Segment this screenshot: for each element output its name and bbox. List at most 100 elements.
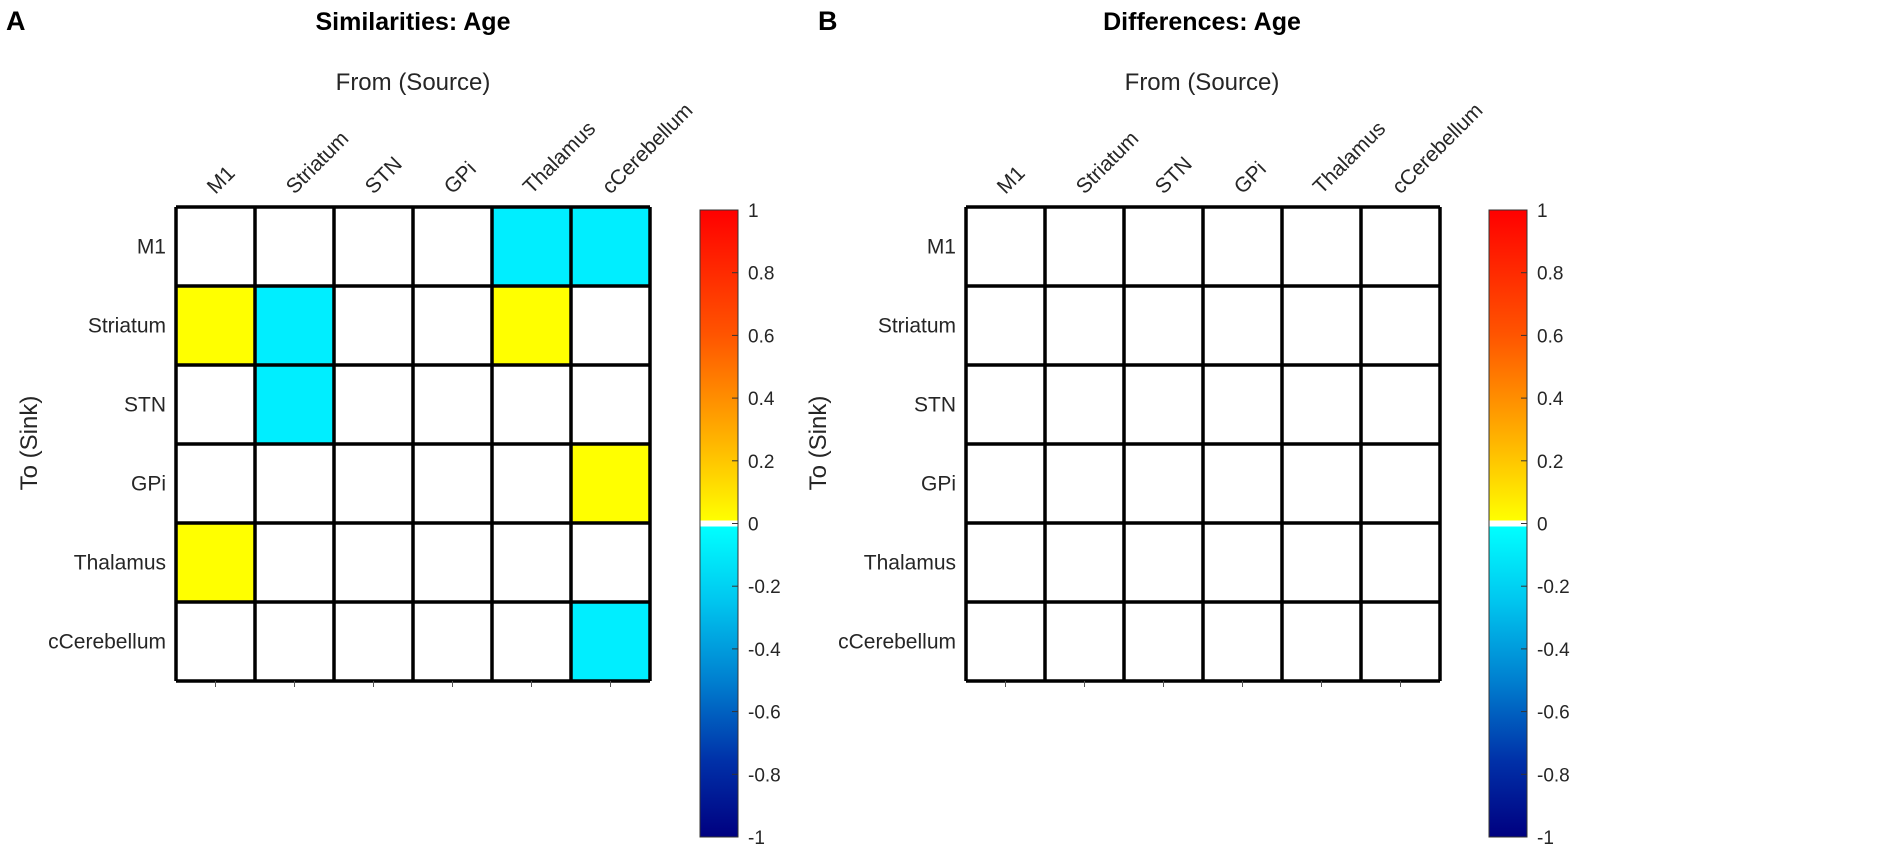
panel-a: A Similarities: Age From (Source) To (Si… — [6, 6, 781, 847]
heatmap-cell — [1124, 365, 1203, 444]
colorbar-tick-label: 0 — [748, 515, 759, 536]
colorbar-tick-label: -0.2 — [1537, 577, 1570, 598]
heatmap-cell — [255, 207, 334, 286]
y-tick-label: GPi — [131, 473, 166, 496]
heatmap-cell — [176, 523, 255, 602]
heatmap-cell — [571, 444, 650, 523]
colorbar-tick-label: 0.8 — [748, 264, 774, 285]
x-tick-label: Striatum — [282, 127, 354, 199]
heatmap-cell — [255, 523, 334, 602]
x-axis-label: From (Source) — [1125, 69, 1280, 96]
heatmap-cell — [176, 444, 255, 523]
heatmap-cell — [571, 365, 650, 444]
colorbar-tick-label: 0.2 — [748, 452, 774, 473]
colorbar-tick-label: -1 — [748, 828, 765, 847]
heatmap-cell — [492, 444, 571, 523]
heatmap-cell — [1203, 602, 1282, 681]
colorbar-gradient — [1488, 209, 1528, 838]
heatmap-cell — [1124, 602, 1203, 681]
heatmap-cell — [492, 286, 571, 365]
colorbar: 1 0.8 0.6 0.4 0.2 0 -0.2 -0.4 -0.6 -0.8 -1 — [1488, 201, 1570, 847]
colorbar-tick-label: 0.4 — [1537, 389, 1564, 410]
heatmap-cell — [1203, 444, 1282, 523]
heatmap-cell — [966, 602, 1045, 681]
heatmap-cell — [255, 365, 334, 444]
colorbar-tick-label: 0.4 — [748, 389, 775, 410]
x-tick-label: M1 — [993, 162, 1030, 199]
y-tick-label: M1 — [927, 236, 956, 259]
y-tick-label: cCerebellum — [838, 631, 956, 654]
heatmap-cells — [966, 207, 1440, 681]
colorbar-tick-label: 1 — [748, 201, 759, 222]
heatmap-cell — [334, 444, 413, 523]
heatmap-cell — [966, 286, 1045, 365]
colorbar-tick-label: 0.2 — [1537, 452, 1563, 473]
heatmap-cell — [1361, 365, 1440, 444]
heatmap-cell — [1124, 444, 1203, 523]
heatmap-cell — [1203, 365, 1282, 444]
heatmap-cell — [1282, 444, 1361, 523]
heatmap-grid — [174, 205, 652, 687]
heatmap-cell — [571, 286, 650, 365]
colorbar-tick-label: 0.6 — [1537, 326, 1563, 347]
heatmap-cell — [255, 286, 334, 365]
heatmap-cell — [334, 207, 413, 286]
heatmap-cell — [1361, 523, 1440, 602]
heatmap-cell — [413, 444, 492, 523]
heatmap-cell — [1203, 523, 1282, 602]
x-tick-label: Thalamus — [1309, 117, 1390, 198]
heatmap-cell — [1361, 444, 1440, 523]
y-axis-label: To (Sink) — [805, 396, 832, 491]
panel-letter: A — [6, 6, 26, 36]
heatmap-cell — [334, 365, 413, 444]
heatmap-cell — [571, 523, 650, 602]
heatmap-cell — [1045, 286, 1124, 365]
x-tick-label: cCerebellum — [598, 99, 698, 199]
heatmap-cell — [413, 286, 492, 365]
heatmap-cell — [492, 523, 571, 602]
panel-letter: B — [818, 6, 838, 36]
heatmap-cell — [413, 365, 492, 444]
y-tick-label: cCerebellum — [48, 631, 166, 654]
x-tick-label: STN — [361, 153, 407, 199]
y-axis-label: To (Sink) — [16, 396, 43, 491]
colorbar-tick-label: 1 — [1537, 201, 1548, 222]
heatmap-cell — [1124, 286, 1203, 365]
heatmap-cell — [966, 444, 1045, 523]
heatmap-cell — [1045, 523, 1124, 602]
colorbar-tick-label: -1 — [1537, 828, 1554, 847]
colorbar-tick-label: -0.8 — [748, 765, 781, 786]
y-tick-label: M1 — [137, 236, 166, 259]
y-tick-labels: M1 Striatum STN GPi Thalamus cCerebellum — [838, 236, 956, 654]
x-tick-label: GPi — [440, 158, 481, 199]
colorbar-tick-label: -0.4 — [748, 640, 781, 661]
y-tick-label: STN — [124, 394, 166, 417]
heatmap-cell — [966, 365, 1045, 444]
heatmap-cell — [966, 207, 1045, 286]
colorbar-tick-label: -0.2 — [748, 577, 781, 598]
heatmap-cell — [334, 286, 413, 365]
heatmap-cell — [1282, 602, 1361, 681]
heatmap-cell — [492, 365, 571, 444]
heatmap-cell — [492, 207, 571, 286]
heatmap-cell — [1045, 365, 1124, 444]
heatmap-cell — [571, 602, 650, 681]
heatmap-cell — [413, 523, 492, 602]
y-tick-label: GPi — [921, 473, 956, 496]
heatmap-cell — [1045, 207, 1124, 286]
heatmap-cell — [1045, 602, 1124, 681]
colorbar: 1 0.8 0.6 0.4 0.2 0 -0.2 -0.4 -0.6 -0.8 -1 — [699, 201, 781, 847]
heatmap-cell — [413, 602, 492, 681]
x-tick-label: GPi — [1230, 158, 1271, 199]
colorbar-tick-label: -0.6 — [1537, 703, 1570, 724]
chart-title: Differences: Age — [1103, 8, 1301, 36]
chart-title: Similarities: Age — [316, 8, 511, 36]
y-tick-label: STN — [914, 394, 956, 417]
heatmap-cell — [1282, 365, 1361, 444]
x-tick-label: STN — [1151, 153, 1197, 199]
heatmap-cell — [1203, 286, 1282, 365]
heatmap-cells — [176, 207, 650, 681]
